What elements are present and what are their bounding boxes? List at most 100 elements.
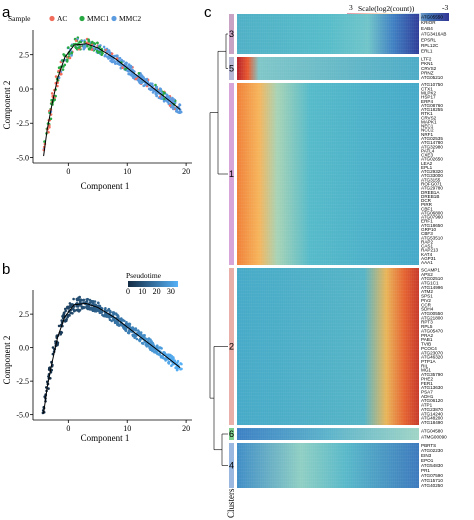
cell-point bbox=[159, 89, 162, 92]
cell-point bbox=[63, 63, 67, 67]
gene-label: ATG04580 bbox=[421, 429, 443, 434]
cluster-bar-2 bbox=[229, 268, 234, 425]
gene-label: ATG07590 bbox=[421, 473, 443, 478]
cluster-3: 3 ATG05550KRIOREAB4ATG3416ABEPSRLRPL12CER… bbox=[229, 12, 446, 56]
gene-label: CAS1 bbox=[421, 244, 433, 249]
cell-point bbox=[127, 331, 131, 335]
gene-label: ATG40250 bbox=[421, 483, 443, 488]
cluster-bar-4 bbox=[229, 443, 234, 488]
heatmap-grid-3 bbox=[237, 14, 419, 54]
cell-point bbox=[73, 309, 77, 312]
gene-label: EPL1 bbox=[421, 165, 433, 170]
cell-point bbox=[83, 46, 87, 49]
gene-label: SCAMP1 bbox=[421, 267, 440, 272]
gene-label: EPSRL bbox=[421, 37, 437, 42]
gene-label: CRVS2 bbox=[421, 115, 437, 120]
cell-point bbox=[83, 306, 86, 309]
cell-point bbox=[89, 300, 92, 303]
gene-label: PBRTS bbox=[421, 443, 436, 448]
cell-point bbox=[160, 97, 164, 100]
cell-point bbox=[83, 40, 86, 44]
cell-point bbox=[90, 308, 94, 311]
cell-point bbox=[153, 350, 157, 354]
cell-point bbox=[62, 311, 66, 315]
gene-label: PCOC4 bbox=[421, 346, 437, 351]
cell-point bbox=[109, 59, 113, 63]
cell-point bbox=[176, 110, 179, 114]
legend-swatch-ac bbox=[49, 15, 55, 22]
cell-point bbox=[150, 88, 154, 91]
cell-point bbox=[60, 72, 63, 76]
cell-point bbox=[108, 309, 112, 313]
heatmap-border-1 bbox=[235, 81, 421, 267]
trajectory-line bbox=[43, 43, 181, 157]
cell-point bbox=[127, 70, 131, 73]
cell-point bbox=[155, 92, 158, 95]
heatmap-grid-2 bbox=[237, 268, 419, 425]
axes-a: 0 10 20 -5.0 -2.5 0.0 2.5 bbox=[16, 30, 192, 176]
cell-point bbox=[56, 343, 59, 347]
gene-label: HSP17 bbox=[421, 95, 436, 100]
y-tick-label: -5.0 bbox=[16, 154, 29, 163]
heatmap-blocks: 3ATG05550KRIOREAB4ATG3416ABEPSRLRPL12CER… bbox=[229, 12, 447, 490]
cell-point bbox=[116, 321, 120, 325]
cell-point bbox=[50, 92, 54, 95]
gene-label: NEC1 bbox=[421, 124, 434, 129]
cell-point bbox=[127, 329, 131, 333]
gene-label: ATG14780 bbox=[421, 140, 443, 145]
cell-point bbox=[127, 63, 131, 67]
gene-label: EPO1 bbox=[421, 458, 434, 463]
cell-point bbox=[96, 301, 100, 305]
gene-label: ATG02535 bbox=[421, 136, 443, 141]
gene-label: APS2 bbox=[421, 272, 433, 277]
heatmap-colorbar-title: Scale(log2(count)) bbox=[358, 4, 415, 13]
cell-point bbox=[140, 81, 143, 85]
cell-point bbox=[151, 342, 155, 346]
x-tick-label: 0 bbox=[66, 167, 70, 176]
cell-point bbox=[118, 56, 122, 60]
cell-point bbox=[94, 303, 98, 307]
gene-label: ATG02650 bbox=[421, 157, 443, 162]
gene-label: ERP4 bbox=[421, 99, 433, 104]
gene-label: ATG02230 bbox=[421, 448, 443, 453]
cell-point bbox=[85, 298, 88, 301]
y-tick-label: 0.0 bbox=[19, 344, 29, 353]
cluster-number-3: 3 bbox=[229, 29, 234, 39]
heatmap-border-6 bbox=[235, 426, 421, 442]
gene-label: RIL bbox=[421, 363, 429, 368]
gene-label: ATG29320 bbox=[421, 169, 443, 174]
cluster-number-6: 6 bbox=[229, 429, 234, 439]
gene-label: ERF1 bbox=[421, 219, 433, 224]
cell-point bbox=[121, 66, 124, 69]
cell-point bbox=[47, 131, 50, 134]
cell-point bbox=[67, 46, 70, 49]
cell-point bbox=[152, 89, 156, 93]
gene-label: ERL1 bbox=[421, 49, 433, 54]
cell-point bbox=[167, 355, 170, 358]
cell-point bbox=[115, 54, 119, 57]
cell-point bbox=[82, 298, 86, 302]
cell-point bbox=[72, 297, 75, 301]
gene-label: AGP31 bbox=[421, 256, 436, 261]
cell-point bbox=[87, 38, 90, 41]
y-tick-label: 0.0 bbox=[19, 85, 29, 94]
cell-point bbox=[101, 313, 104, 317]
cell-point bbox=[113, 60, 116, 63]
cell-point bbox=[80, 305, 83, 308]
cell-point bbox=[91, 300, 95, 303]
gene-label: MG1 bbox=[421, 368, 431, 373]
gene-label: RPL12C bbox=[421, 43, 439, 48]
cluster-bar-5 bbox=[229, 57, 234, 80]
cell-point bbox=[157, 353, 161, 356]
gene-label: FER1 bbox=[421, 381, 433, 386]
cell-point bbox=[100, 311, 103, 314]
cluster-number-1: 1 bbox=[229, 169, 234, 179]
cell-point bbox=[180, 367, 183, 371]
gene-label: CXE3 bbox=[421, 153, 433, 158]
cell-point bbox=[65, 59, 68, 62]
cell-point bbox=[127, 72, 130, 76]
gene-label: RAP2 bbox=[421, 239, 433, 244]
clusters-label: Clusters bbox=[226, 488, 236, 518]
